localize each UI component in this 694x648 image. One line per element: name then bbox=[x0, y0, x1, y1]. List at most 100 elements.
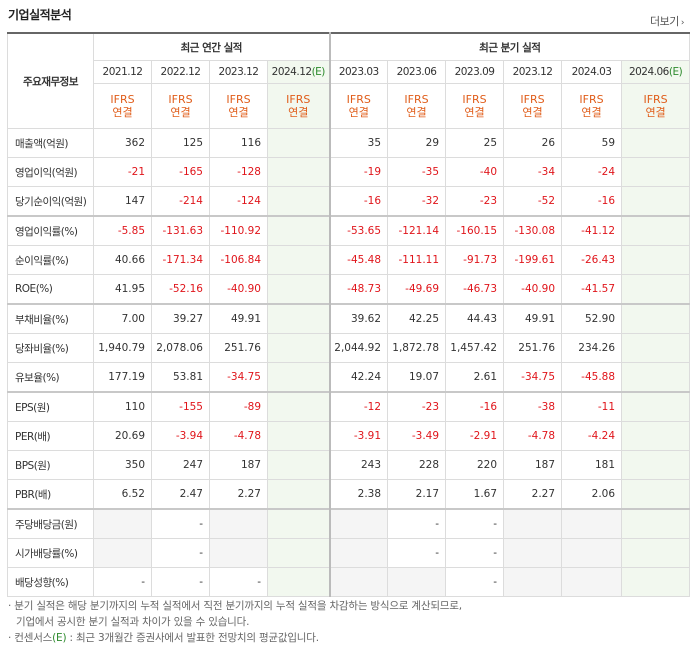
table-cell bbox=[93, 508, 152, 539]
table-cell: -4.24 bbox=[561, 421, 623, 451]
table-cell bbox=[266, 157, 331, 187]
table-cell: -106.84 bbox=[209, 245, 268, 275]
table-cell bbox=[561, 508, 623, 539]
table-cell bbox=[266, 333, 331, 363]
table-cell: - bbox=[387, 508, 447, 539]
ifrs-label: IFRS 연결 bbox=[561, 83, 623, 129]
table-cell bbox=[621, 538, 691, 568]
table-cell: 1,872.78 bbox=[387, 333, 447, 363]
table-cell bbox=[621, 567, 691, 597]
table-cell: -32 bbox=[387, 186, 447, 217]
table-cell: 187 bbox=[503, 450, 563, 480]
table-cell: -21 bbox=[93, 157, 152, 187]
table-cell bbox=[387, 567, 447, 597]
table-cell: 25 bbox=[445, 128, 505, 158]
table-cell: -40.90 bbox=[503, 274, 563, 305]
table-cell bbox=[209, 508, 268, 539]
table-cell: -165 bbox=[151, 157, 210, 187]
table-cell: -35 bbox=[387, 157, 447, 187]
table-cell bbox=[621, 479, 691, 510]
table-cell: -34.75 bbox=[209, 362, 268, 393]
table-cell: -41.12 bbox=[561, 215, 623, 246]
ifrs-label: IFRS 연결 bbox=[93, 83, 152, 129]
table-cell bbox=[266, 508, 331, 539]
table-cell: 2.06 bbox=[561, 479, 623, 510]
ifrs-label: IFRS 연결 bbox=[266, 83, 331, 129]
table-cell: 7.00 bbox=[93, 303, 152, 334]
table-cell: -26.43 bbox=[561, 245, 623, 275]
table-cell: -41.57 bbox=[561, 274, 623, 305]
table-cell: - bbox=[93, 567, 152, 597]
table-cell: -19 bbox=[328, 157, 389, 187]
table-cell: 49.91 bbox=[209, 303, 268, 334]
table-cell: -45.48 bbox=[328, 245, 389, 275]
ifrs-label: IFRS 연결 bbox=[445, 83, 505, 129]
table-cell bbox=[621, 508, 691, 539]
row-label: 배당성향(%) bbox=[7, 567, 94, 597]
row-label: 유보율(%) bbox=[7, 362, 94, 393]
table-cell: - bbox=[151, 567, 210, 597]
ifrs-label: IFRS 연결 bbox=[328, 83, 389, 129]
table-cell bbox=[621, 128, 691, 158]
table-cell: 40.66 bbox=[93, 245, 152, 275]
table-cell: -45.88 bbox=[561, 362, 623, 393]
more-label: 더보기 bbox=[650, 15, 679, 28]
table-cell: 362 bbox=[93, 128, 152, 158]
table-cell: - bbox=[445, 538, 505, 568]
table-cell bbox=[266, 567, 331, 597]
table-cell: -4.78 bbox=[503, 421, 563, 451]
table-cell: 251.76 bbox=[209, 333, 268, 363]
table-cell bbox=[266, 479, 331, 510]
table-cell bbox=[561, 567, 623, 597]
period-header: 2024.03 bbox=[561, 60, 623, 84]
row-label: BPS(원) bbox=[7, 450, 94, 480]
row-label: PBR(배) bbox=[7, 479, 94, 510]
table-cell bbox=[328, 508, 389, 539]
table-row: 매출액(억원) 362 125 116 35 29 25 26 59 bbox=[7, 128, 691, 158]
section-title: 기업실적분석 bbox=[8, 8, 72, 22]
row-label: 시가배당률(%) bbox=[7, 538, 94, 568]
table-cell bbox=[503, 567, 563, 597]
table-cell: 42.24 bbox=[328, 362, 389, 393]
period-header: 2021.12 bbox=[93, 60, 152, 84]
table-cell bbox=[266, 303, 331, 334]
table-cell: -128 bbox=[209, 157, 268, 187]
table-cell: -40 bbox=[445, 157, 505, 187]
footnotes: · 분기 실적은 해당 분기까지의 누적 실적에서 직전 분기까지의 누적 실적… bbox=[8, 598, 462, 646]
table-cell: -16 bbox=[445, 391, 505, 422]
table-cell: -23 bbox=[445, 186, 505, 217]
table-cell bbox=[621, 303, 691, 334]
table-cell: -121.14 bbox=[387, 215, 447, 246]
table-cell: 29 bbox=[387, 128, 447, 158]
table-cell: 35 bbox=[328, 128, 389, 158]
table-cell: 1.67 bbox=[445, 479, 505, 510]
period-header: 2022.12 bbox=[151, 60, 210, 84]
table-cell: -111.11 bbox=[387, 245, 447, 275]
table-cell bbox=[621, 186, 691, 217]
table-cell: -12 bbox=[328, 391, 389, 422]
table-cell bbox=[266, 128, 331, 158]
ifrs-label: IFRS 연결 bbox=[503, 83, 563, 129]
row-label: 주당배당금(원) bbox=[7, 508, 94, 539]
row-label: ROE(%) bbox=[7, 274, 94, 305]
table-cell: -3.94 bbox=[151, 421, 210, 451]
table-cell: -110.92 bbox=[209, 215, 268, 246]
table-cell: 125 bbox=[151, 128, 210, 158]
table-cell: -199.61 bbox=[503, 245, 563, 275]
table-cell: -2.91 bbox=[445, 421, 505, 451]
table-row: 영업이익(억원) -21 -165 -128 -19 -35 -40 -34 -24 bbox=[7, 157, 691, 187]
table-cell: 350 bbox=[93, 450, 152, 480]
row-label: PER(배) bbox=[7, 421, 94, 451]
table-cell: 147 bbox=[93, 186, 152, 217]
table-cell: -52.16 bbox=[151, 274, 210, 305]
table-cell bbox=[621, 274, 691, 305]
table-row: 순이익률(%) 40.66 -171.34 -106.84 -45.48 -111.11-… bbox=[7, 245, 691, 275]
table-cell bbox=[621, 333, 691, 363]
table-cell: 2.27 bbox=[503, 479, 563, 510]
table-cell: 110 bbox=[93, 391, 152, 422]
table-cell bbox=[621, 157, 691, 187]
more-link[interactable]: 더보기 › bbox=[650, 13, 685, 29]
table-cell: - bbox=[445, 567, 505, 597]
table-cell: -4.78 bbox=[209, 421, 268, 451]
table-cell bbox=[266, 186, 331, 217]
